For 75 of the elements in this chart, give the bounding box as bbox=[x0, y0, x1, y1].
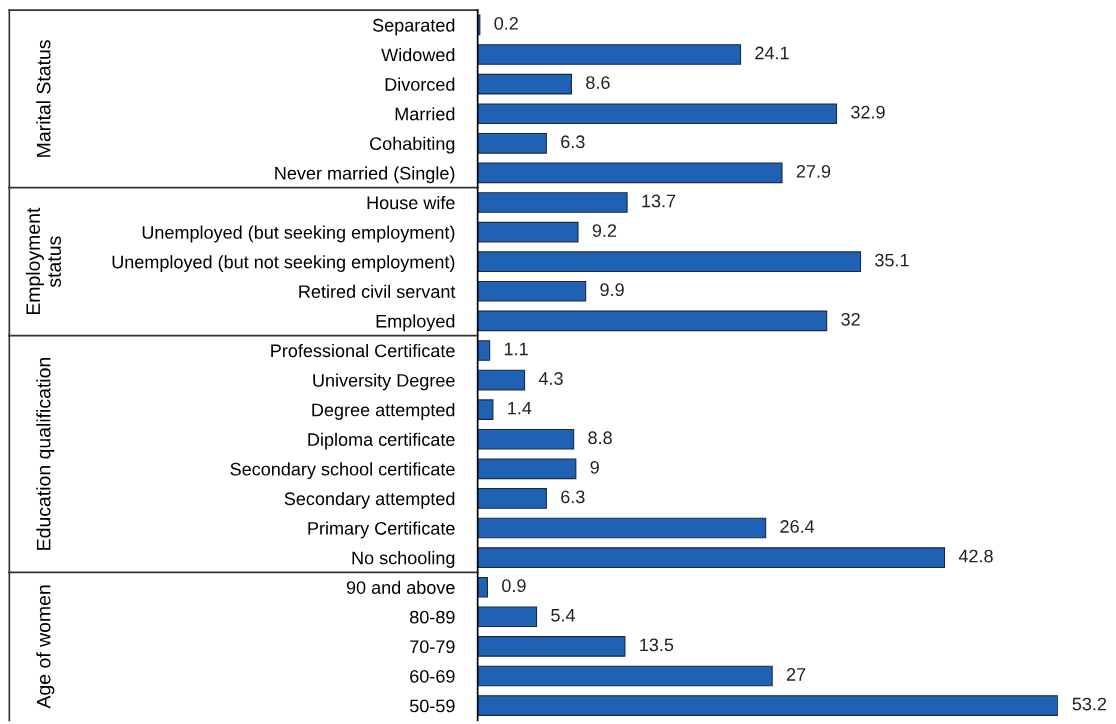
bar bbox=[477, 517, 767, 539]
y-tick-label: Never married (Single) bbox=[275, 166, 455, 184]
data-label: 5.4 bbox=[551, 609, 576, 622]
y-tick-label: Diploma certificate bbox=[308, 432, 455, 450]
y-tick-label: No schooling bbox=[352, 551, 455, 568]
y-tick-label: Separated bbox=[372, 18, 455, 36]
y-tick-label: Married bbox=[395, 107, 455, 121]
data-label: 0.2 bbox=[494, 16, 518, 30]
y-axis-title: Age of women bbox=[36, 585, 55, 709]
bar bbox=[477, 399, 494, 420]
bar bbox=[477, 280, 587, 302]
y-tick-label: Primary Certificate bbox=[308, 521, 455, 539]
data-label: 32 bbox=[841, 312, 860, 326]
data-label: 35.1 bbox=[875, 253, 909, 267]
y-tick-label: 80-89 bbox=[410, 610, 455, 624]
y-tick-label: University Degree bbox=[313, 373, 455, 391]
y-tick-label: Widowed bbox=[381, 47, 455, 62]
data-label: 8.8 bbox=[588, 431, 612, 445]
bar bbox=[477, 547, 946, 568]
bar bbox=[477, 221, 579, 243]
data-label: 13.7 bbox=[642, 194, 676, 208]
data-label: 53.2 bbox=[1072, 697, 1107, 711]
bar bbox=[477, 73, 573, 95]
data-label: 4.3 bbox=[538, 372, 563, 385]
data-label: 6.3 bbox=[561, 490, 585, 504]
bar bbox=[477, 340, 491, 361]
bar bbox=[477, 606, 538, 628]
bar bbox=[477, 310, 828, 332]
bar bbox=[477, 103, 838, 125]
data-label: 13.5 bbox=[640, 638, 674, 652]
bar bbox=[477, 488, 547, 509]
y-tick-label: Unemployed (but seeking employment) bbox=[142, 225, 455, 243]
y-tick-label: 90 and above bbox=[346, 580, 455, 594]
bar bbox=[477, 162, 783, 184]
data-label: 9.2 bbox=[592, 224, 617, 237]
data-label: 6.3 bbox=[561, 135, 585, 149]
data-label: 42.8 bbox=[958, 549, 993, 563]
bar bbox=[477, 665, 773, 687]
data-label: 27.9 bbox=[796, 164, 831, 178]
y-tick-label: Professional Certificate bbox=[271, 343, 455, 358]
bar bbox=[477, 695, 1058, 716]
bar bbox=[477, 44, 742, 65]
y-axis-title: Employment status bbox=[25, 207, 61, 315]
bar bbox=[477, 251, 862, 273]
y-tick-label: Cohabiting bbox=[370, 136, 455, 154]
data-label: 32.9 bbox=[851, 105, 885, 119]
y-axis-title: Marital Status bbox=[36, 40, 51, 157]
data-label: 1.1 bbox=[504, 342, 528, 356]
y-tick-label: Secondary school certificate bbox=[230, 462, 455, 480]
bar bbox=[477, 458, 577, 480]
y-tick-label: Degree attempted bbox=[312, 403, 455, 420]
bar bbox=[477, 636, 626, 657]
data-label: 26.4 bbox=[780, 520, 815, 533]
y-tick-label: 50-59 bbox=[409, 699, 455, 713]
data-label: 8.6 bbox=[586, 76, 610, 89]
bar bbox=[477, 192, 628, 213]
y-tick-label: Secondary attempted bbox=[284, 491, 455, 509]
y-tick-label: Unemployed (but not seeking employment) bbox=[112, 255, 455, 272]
bar bbox=[477, 428, 575, 450]
data-label: 9 bbox=[590, 460, 599, 474]
bar bbox=[477, 576, 489, 598]
y-tick-label: 60-69 bbox=[410, 669, 455, 683]
y-axis-title: Education qualification bbox=[36, 358, 55, 550]
y-tick-label: Employed bbox=[376, 314, 455, 332]
bar bbox=[477, 369, 526, 391]
y-tick-label: 70-79 bbox=[410, 640, 455, 654]
y-tick-label: House wife bbox=[367, 195, 455, 210]
y-tick-label: Divorced bbox=[385, 77, 455, 91]
y-tick-label: Retired civil servant bbox=[299, 284, 456, 298]
data-label: 27 bbox=[786, 668, 806, 681]
bar bbox=[477, 132, 547, 154]
data-label: 9.9 bbox=[600, 283, 624, 297]
data-label: 1.4 bbox=[508, 401, 532, 415]
data-label: 24.1 bbox=[755, 46, 789, 60]
data-label: 0.9 bbox=[502, 579, 526, 593]
